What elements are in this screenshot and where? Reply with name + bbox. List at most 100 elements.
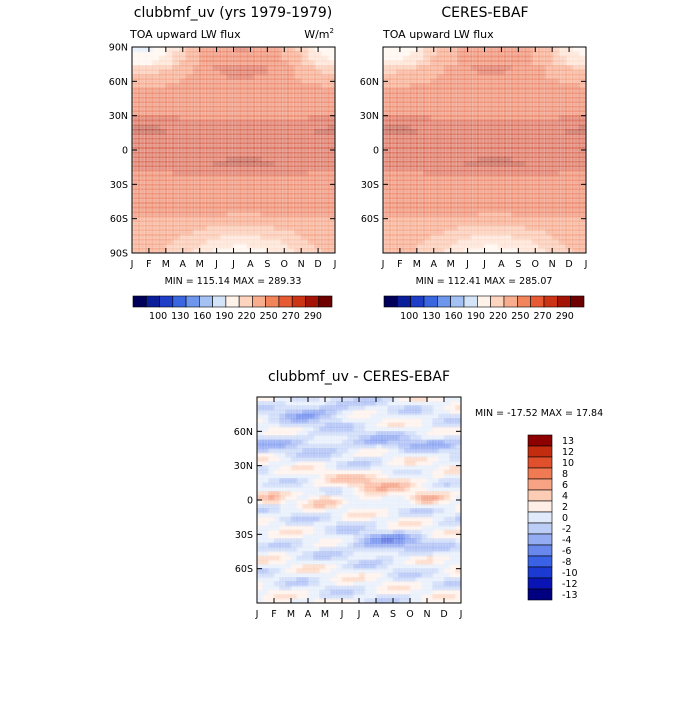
panel-diff-cell: [342, 585, 349, 591]
panel-diff-cell: [444, 435, 451, 441]
panel-diff-cell: [421, 487, 428, 493]
panel-obs-cell: [423, 111, 431, 117]
panel-diff-cell: [438, 478, 445, 484]
panel-model-cell: [274, 179, 282, 185]
panel-diff-cell: [404, 418, 411, 424]
panel-diff-cell: [444, 414, 451, 420]
panel-model-cell: [253, 220, 262, 227]
panel-diff-cell: [404, 538, 411, 544]
panel-diff-cell: [410, 457, 417, 462]
panel-obs-cell: [389, 133, 398, 140]
panel-diff-cell: [353, 457, 360, 462]
panel-diff-cell: [313, 401, 320, 407]
panel-obs-cell: [470, 198, 479, 204]
panel-diff-cell: [291, 590, 298, 596]
panel-obs-cell: [484, 92, 492, 98]
panel-diff-cell: [438, 495, 445, 501]
panel-obs-cell: [558, 198, 567, 204]
panel-diff-cell: [404, 448, 411, 454]
panel-model-cell: [321, 156, 329, 163]
panel-diff-cell: [421, 474, 428, 480]
panel-diff-cell: [296, 469, 303, 475]
panel-diff-cell: [325, 422, 332, 428]
panel-obs-cell: [484, 156, 492, 163]
panel-model-cell: [307, 56, 316, 62]
panel-model-cell: [199, 152, 208, 158]
panel-obs-cell: [389, 225, 398, 231]
panel-diff-cell: [421, 422, 428, 428]
panel-diff-cell: [410, 397, 417, 402]
panel-diff-cell: [308, 598, 315, 603]
panel-diff-cell: [313, 534, 320, 540]
panel-diff-cell: [342, 555, 349, 561]
panel-model-cell: [132, 133, 140, 140]
panel-diff-cell: [381, 542, 388, 548]
panel-diff-legend-swatch: [527, 511, 553, 524]
panel-diff-cell: [438, 422, 445, 428]
panel-diff-cell: [353, 568, 360, 574]
panel-model-cell: [152, 83, 160, 89]
panel-model-cell: [219, 188, 228, 195]
panel-model-cell: [206, 179, 214, 185]
panel-model-cell: [199, 156, 208, 163]
panel-diff-cell: [319, 517, 326, 523]
panel-obs-cell: [552, 51, 560, 57]
panel-model-cell: [253, 92, 262, 98]
panel-diff-cell: [313, 405, 320, 411]
panel-diff-cell: [330, 594, 337, 600]
panel-model-cell: [186, 79, 194, 85]
panel-diff-cell: [257, 487, 264, 493]
panel-diff-cell: [455, 448, 461, 454]
panel-obs-cell: [518, 216, 526, 222]
panel-model-cell: [192, 147, 201, 153]
panel-obs-colorbar-swatch: [463, 295, 478, 308]
panel-model-colorbar-label: 190: [215, 311, 233, 322]
panel-diff-cell: [404, 590, 411, 596]
panel-obs-cell: [572, 74, 580, 80]
panel-obs-cell: [545, 179, 553, 185]
panel-obs-cell: [457, 83, 465, 89]
panel-model-cell: [165, 188, 174, 195]
panel-model-cell: [138, 152, 147, 158]
panel-diff-cell: [449, 439, 456, 445]
panel-diff-cell: [285, 572, 292, 578]
panel-diff-cell: [279, 461, 286, 467]
panel-model-cell: [226, 211, 235, 217]
panel-diff-cell: [296, 585, 303, 591]
panel-model-cell: [328, 230, 335, 236]
panel-obs-cell: [450, 69, 459, 76]
panel-model-cell: [186, 111, 194, 117]
panel-diff-cell: [455, 525, 461, 531]
panel-model-cell: [280, 65, 289, 71]
panel-diff-cell: [398, 452, 405, 458]
panel-model-colorbar-swatch: [225, 295, 240, 308]
panel-model-cell: [172, 69, 180, 76]
panel-obs-cell: [545, 97, 553, 103]
panel-diff-cell: [393, 500, 400, 505]
panel-model-cell: [192, 133, 201, 140]
panel-diff-cell: [370, 478, 377, 484]
panel-model-cell: [307, 143, 316, 149]
panel-diff-cell: [347, 551, 354, 557]
panel-obs-cell: [525, 170, 533, 176]
panel-diff-cell: [347, 504, 354, 510]
panel-model-cell: [321, 143, 329, 149]
panel-diff-cell: [330, 551, 337, 557]
panel-diff-cell: [410, 564, 417, 570]
panel-diff-cell: [336, 585, 343, 591]
panel-model-cell: [328, 170, 335, 176]
panel-model-stats: MIN = 115.14 MAX = 289.33: [165, 276, 302, 287]
panel-model-cell: [247, 111, 255, 117]
panel-model-cell: [294, 47, 302, 53]
panel-model-cell: [138, 216, 147, 222]
panel-diff-cell: [308, 525, 315, 531]
panel-obs-cell: [396, 230, 404, 236]
panel-diff-legend-label: 0: [562, 513, 568, 524]
panel-model-cell: [186, 156, 194, 163]
panel-model-cell: [328, 166, 335, 172]
panel-diff-cell: [330, 448, 337, 454]
panel-model-cell: [172, 179, 180, 185]
panel-model-cell: [165, 220, 174, 227]
panel-model-cell: [267, 243, 275, 250]
panel-obs-colorbar-swatch: [423, 295, 438, 308]
